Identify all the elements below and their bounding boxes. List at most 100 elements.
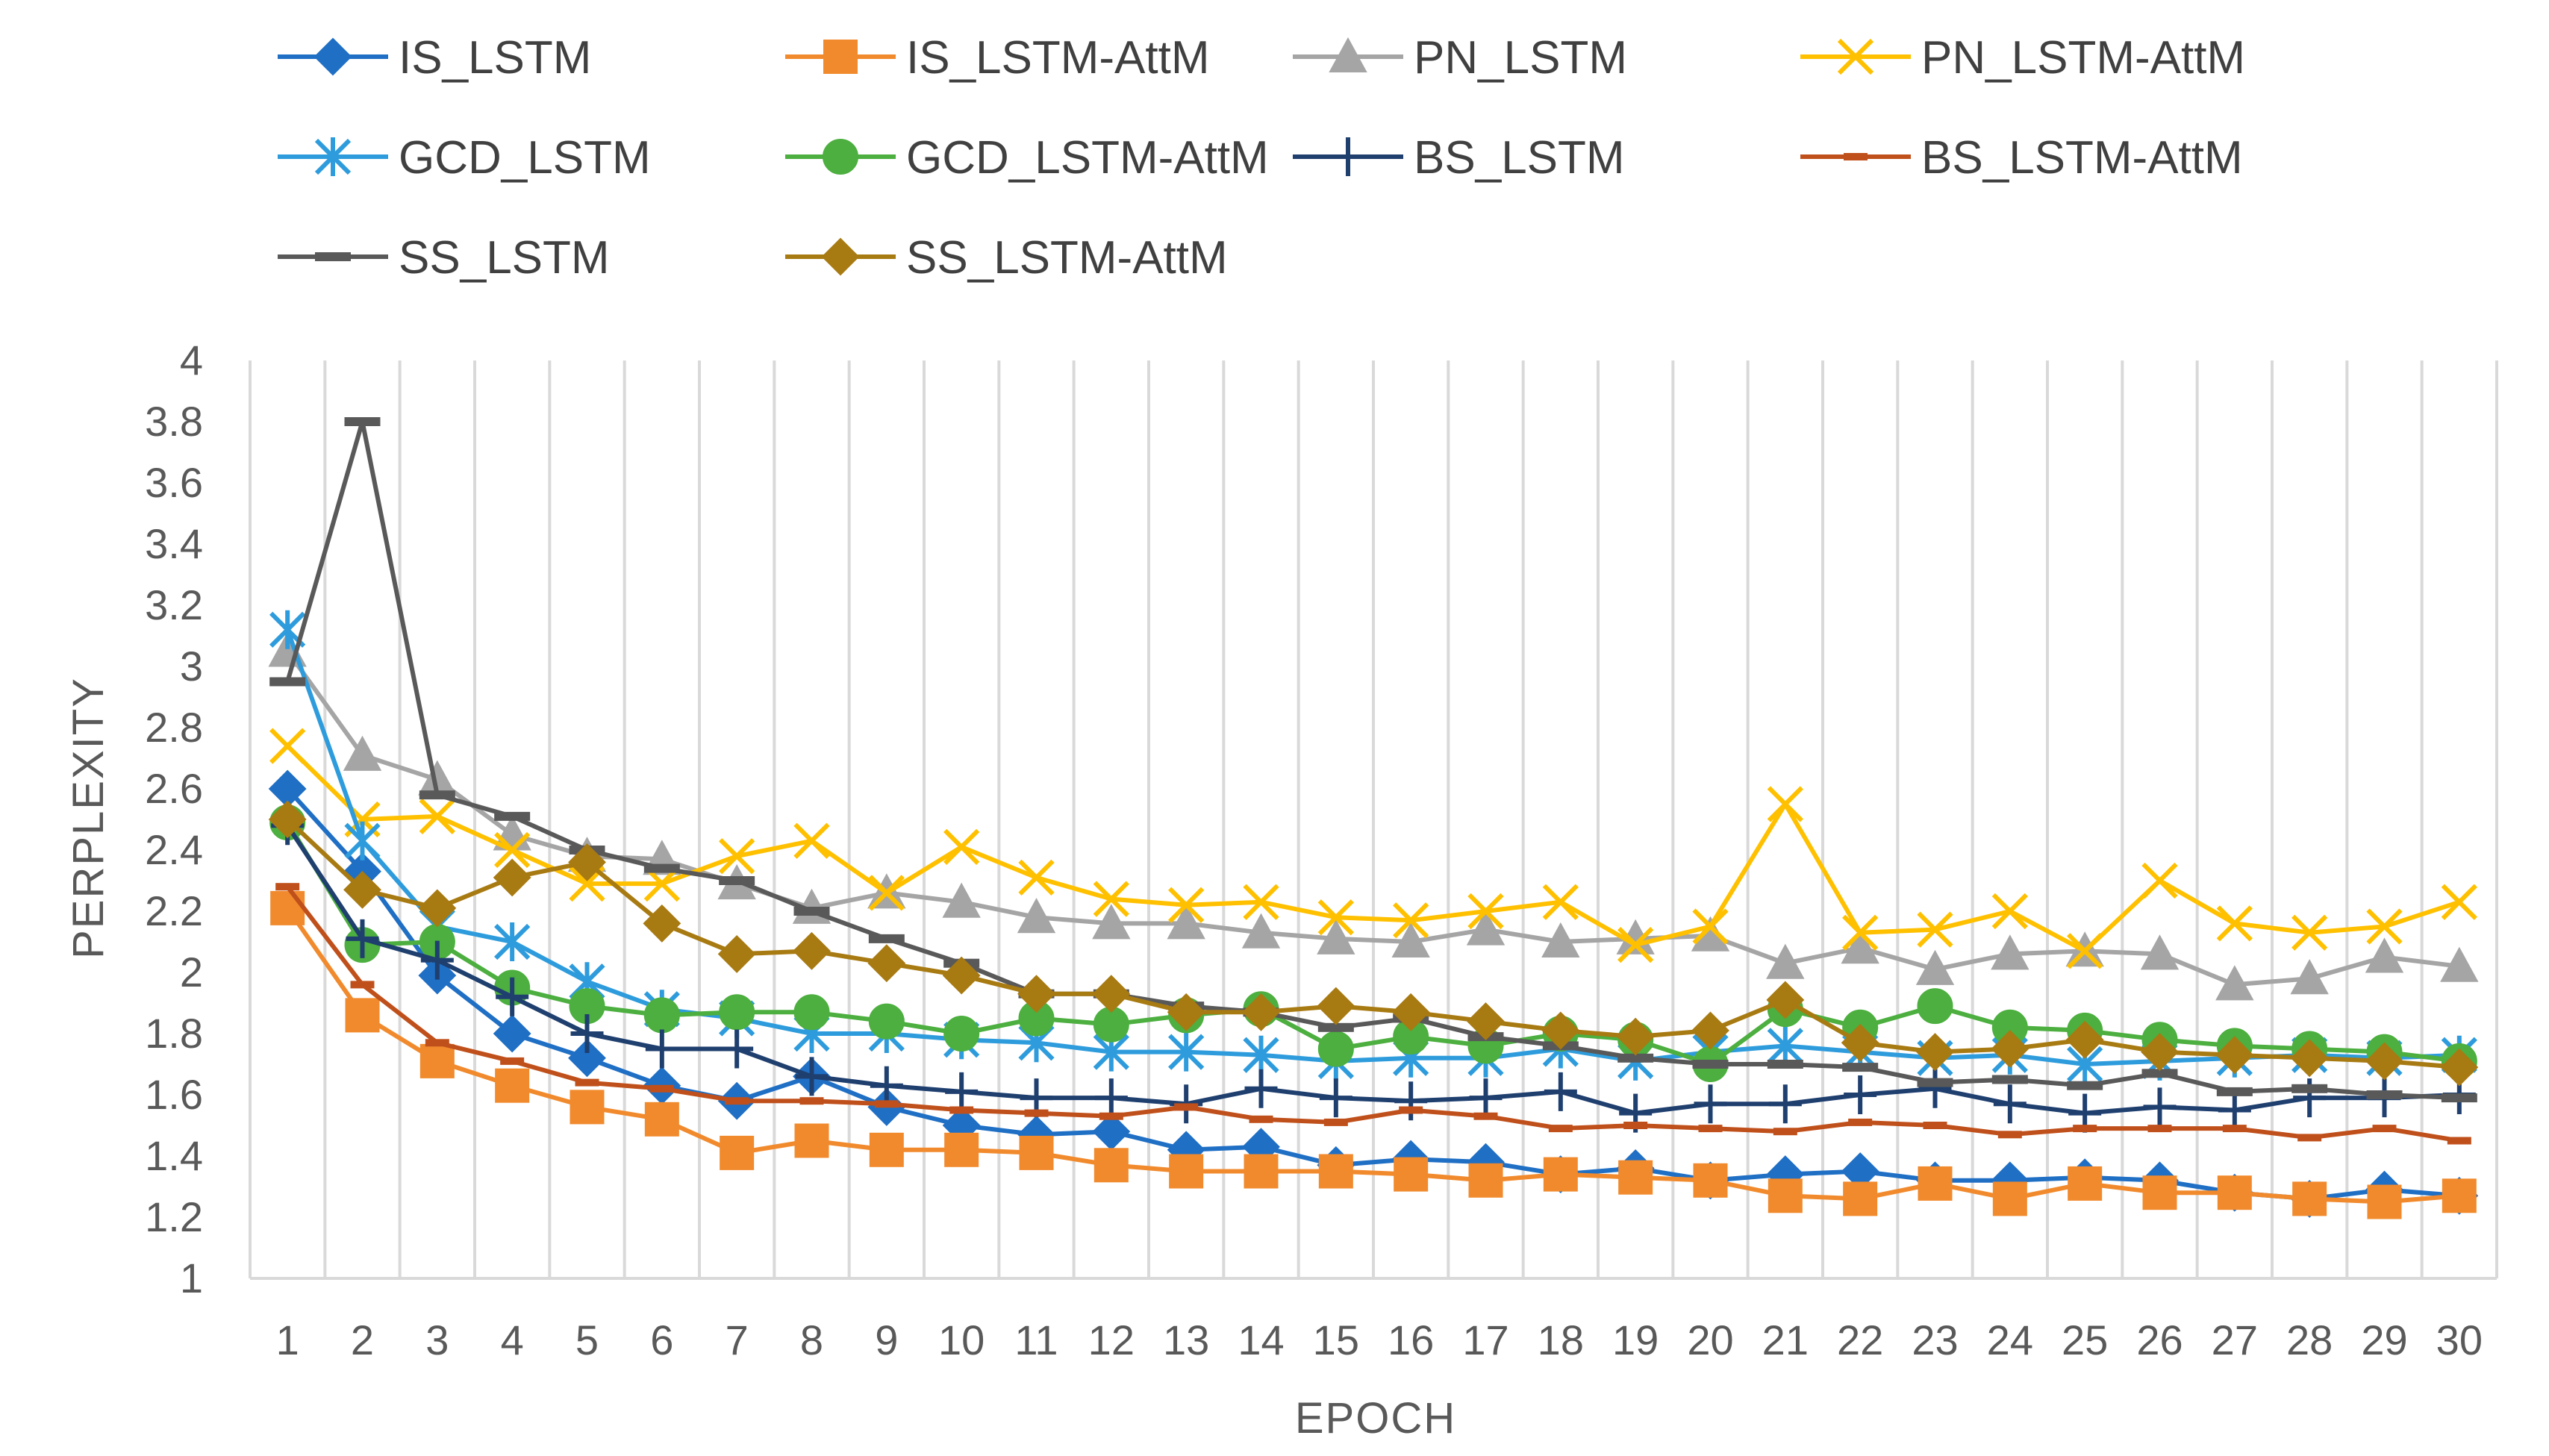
data-point (1468, 1163, 1503, 1198)
data-point (2222, 1125, 2247, 1133)
data-point (494, 831, 531, 869)
data-point (945, 1072, 979, 1111)
x-tick-label: 2 (351, 1316, 374, 1363)
legend-marker (313, 37, 352, 76)
x-tick-label: 15 (1313, 1316, 1359, 1363)
data-point (1923, 1122, 1947, 1129)
data-point (793, 907, 830, 916)
legend-label: PN_LSTM (1414, 32, 1627, 84)
data-point (1617, 926, 1654, 963)
legend-marker (1329, 37, 1367, 72)
legend-label: SS_LSTM (399, 232, 610, 284)
x-tick-label: 1 (276, 1316, 299, 1363)
data-point (1698, 1125, 1723, 1133)
data-point (494, 922, 531, 961)
data-point (1841, 928, 1879, 964)
data-point (1766, 981, 1805, 1019)
data-point (418, 889, 457, 928)
x-tick-label: 3 (425, 1316, 449, 1363)
data-point (720, 1135, 755, 1170)
data-point (1542, 884, 1579, 920)
data-point (2297, 1134, 2322, 1142)
y-tick-label: 1.2 (145, 1193, 203, 1240)
y-tick-label: 2.6 (145, 765, 203, 812)
data-point (1467, 1002, 1505, 1041)
legend: IS_LSTM IS_LSTM-AttM PN_LSTM PN_LSTM-AttM GC… (278, 32, 2245, 284)
x-tick-label: 23 (1912, 1316, 1958, 1363)
data-point (2067, 1081, 2103, 1090)
legend-label: IS_LSTM-AttM (906, 32, 1210, 84)
data-point (1169, 1154, 1204, 1189)
data-point (1393, 902, 1429, 939)
data-point (1842, 914, 1879, 951)
data-point (1243, 884, 1279, 920)
data-point (268, 800, 307, 839)
data-point (1394, 1081, 1428, 1121)
data-point (1092, 904, 1131, 940)
y-tick-label: 1.4 (145, 1132, 203, 1179)
data-point (719, 876, 755, 885)
data-point (2068, 1166, 2103, 1201)
data-point (1541, 1011, 1580, 1050)
data-point (2366, 1090, 2403, 1099)
y-tick-label: 1 (180, 1255, 203, 1302)
data-point (344, 821, 381, 860)
data-point (425, 1039, 449, 1047)
data-point (645, 1029, 678, 1069)
legend-label: GCD_LSTM-AttM (906, 132, 1269, 184)
data-point (419, 790, 455, 800)
data-point (1693, 1163, 1728, 1198)
data-point (1466, 910, 1506, 946)
legend-entry: PN_LSTM (1293, 32, 1627, 84)
legend-label: IS_LSTM (399, 32, 591, 84)
data-point (2141, 1069, 2178, 1078)
data-point (350, 981, 375, 989)
x-tick-label: 7 (726, 1316, 749, 1363)
data-point (1242, 993, 1280, 1031)
data-point (868, 934, 905, 943)
data-point (2141, 862, 2178, 899)
data-point (2147, 1125, 2172, 1133)
data-point (643, 997, 680, 1034)
data-point (1694, 1084, 1727, 1124)
legend-marker (315, 252, 351, 261)
data-point (1391, 993, 1430, 1031)
x-tick-label: 16 (1388, 1316, 1434, 1363)
y-tick-label: 3.8 (145, 398, 203, 445)
data-point (1467, 893, 1504, 930)
data-point (2142, 1175, 2177, 1210)
data-point (1917, 988, 1953, 1025)
data-point (869, 1132, 904, 1167)
legend-entry: SS_LSTM-AttM (785, 232, 1228, 284)
series-bs-lstm-attm (275, 883, 2471, 1145)
data-point (2143, 1087, 2177, 1127)
data-point (1249, 1115, 1273, 1123)
x-tick-label: 9 (875, 1316, 898, 1363)
data-point (1391, 922, 1430, 957)
x-tick-label: 28 (2286, 1316, 2333, 1363)
data-point (1992, 1181, 2027, 1216)
data-point (1017, 975, 1055, 1013)
x-tick-label: 6 (650, 1316, 673, 1363)
y-tick-label: 3.6 (145, 459, 203, 506)
data-point (1991, 893, 2028, 930)
data-point (795, 1057, 829, 1096)
data-point (1767, 1026, 1803, 1066)
y-tick-label: 1.6 (145, 1071, 203, 1118)
data-point (793, 994, 830, 1031)
series-line (285, 649, 2460, 987)
x-tick-label: 25 (2062, 1316, 2108, 1363)
data-point (1092, 975, 1131, 1013)
x-tick-label: 24 (1987, 1316, 2033, 1363)
data-point (1317, 899, 1354, 936)
legend-marker (823, 40, 858, 74)
legend-entry: GCD_LSTM (278, 132, 651, 184)
data-point (1848, 1118, 1873, 1126)
data-point (2065, 1020, 2104, 1059)
legend-marker (1332, 137, 1364, 176)
x-tick-label: 22 (1837, 1316, 1883, 1363)
legend-marker (821, 237, 860, 276)
legend-label: PN_LSTM-AttM (1921, 32, 2245, 84)
data-point (2216, 1087, 2253, 1096)
